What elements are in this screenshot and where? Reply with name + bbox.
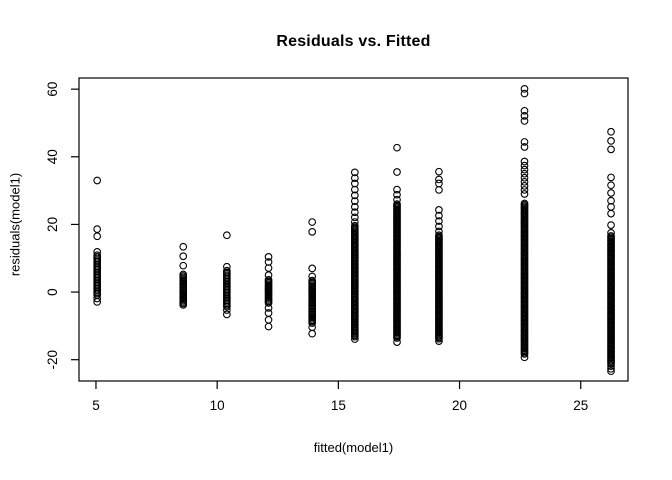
x-tick-label: 25 — [573, 398, 588, 413]
chart-title: Residuals vs. Fitted — [276, 33, 431, 50]
data-point — [350, 191, 359, 200]
data-point — [520, 106, 529, 115]
data-point — [179, 252, 188, 261]
data-point — [264, 322, 273, 331]
data-point — [350, 174, 359, 182]
data-point — [350, 168, 359, 177]
data-point — [393, 143, 401, 152]
y-tick-label: -20 — [45, 350, 60, 370]
data-point — [607, 137, 615, 145]
data-point — [435, 179, 443, 188]
data-point — [350, 202, 359, 211]
x-tick-label: 15 — [331, 398, 346, 413]
data-point — [350, 213, 359, 222]
data-point — [520, 143, 529, 151]
data-point — [607, 221, 615, 229]
data-point — [520, 84, 529, 93]
data-point — [308, 228, 317, 236]
data-point — [93, 176, 102, 185]
data-point — [520, 89, 529, 98]
data-point — [520, 350, 529, 358]
data-point — [435, 211, 443, 220]
data-point — [393, 190, 401, 199]
data-point — [350, 208, 359, 217]
data-point — [93, 232, 102, 241]
data-point — [607, 181, 615, 190]
data-point — [393, 195, 401, 204]
data-point — [179, 261, 188, 270]
data-point — [393, 334, 401, 342]
y-axis-label: residuals(model1) — [7, 172, 23, 277]
data-point — [393, 168, 401, 176]
y-tick-label: 60 — [45, 82, 60, 97]
x-tick-label: 20 — [452, 398, 467, 413]
data-point — [308, 329, 317, 338]
data-point — [607, 173, 615, 182]
data-point — [223, 302, 231, 311]
data-point — [435, 222, 443, 231]
data-point — [350, 197, 359, 205]
data-point — [607, 367, 615, 376]
data-point — [435, 186, 443, 194]
data-point — [520, 138, 529, 146]
data-point — [607, 189, 615, 197]
y-tick-label: 20 — [45, 217, 60, 232]
x-tick-label: 5 — [92, 398, 100, 413]
data-point — [393, 185, 401, 194]
data-point — [435, 175, 443, 184]
data-point — [264, 253, 273, 261]
data-point — [520, 186, 529, 194]
plot-frame — [78, 77, 629, 382]
data-point — [520, 165, 529, 174]
data-point — [607, 145, 615, 154]
data-point — [607, 359, 615, 368]
data-point — [520, 161, 529, 170]
data-point — [308, 264, 317, 273]
data-point — [223, 231, 231, 240]
data-point — [308, 218, 317, 226]
data-point — [520, 117, 529, 125]
data-point — [308, 319, 317, 328]
data-point — [435, 206, 443, 214]
data-point — [435, 167, 443, 176]
data-point — [435, 217, 443, 225]
data-point — [520, 177, 529, 186]
data-point — [179, 242, 188, 251]
data-point — [607, 127, 615, 136]
data-point — [350, 332, 359, 341]
data-point — [179, 301, 188, 309]
data-point — [264, 315, 273, 324]
data-point — [223, 310, 231, 319]
x-axis-label: fitted(model1) — [313, 440, 394, 455]
data-point — [520, 169, 529, 178]
data-point — [520, 157, 529, 166]
x-tick-label: 10 — [210, 398, 225, 413]
data-point — [93, 225, 102, 234]
data-point — [350, 185, 359, 194]
data-point — [93, 291, 102, 299]
data-point — [264, 299, 273, 307]
y-tick-label: 40 — [45, 149, 60, 164]
data-point — [520, 173, 529, 182]
data-point — [223, 262, 231, 271]
data-point — [520, 190, 529, 198]
data-point — [435, 334, 443, 343]
data-point — [520, 182, 529, 190]
data-point — [607, 209, 615, 218]
y-tick-label: 0 — [45, 288, 60, 296]
data-point — [520, 112, 529, 120]
